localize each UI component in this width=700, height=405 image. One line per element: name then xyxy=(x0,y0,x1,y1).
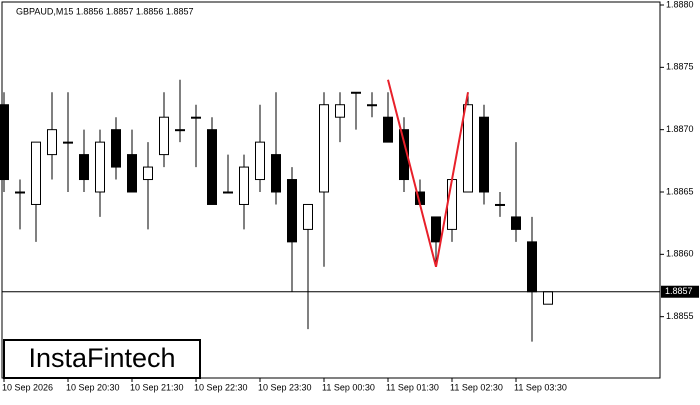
x-tick-label: 11 Sep 02:30 xyxy=(450,382,503,392)
x-tick-label: 10 Sep 20:30 xyxy=(66,382,120,392)
candle-body xyxy=(511,216,521,230)
candle-body xyxy=(175,129,185,132)
candle-body xyxy=(223,191,233,194)
chart-title: GBPAUD,M15 1.8856 1.8857 1.8856 1.8857 xyxy=(16,6,193,16)
candle-body xyxy=(143,166,153,181)
plot-frame xyxy=(1,1,661,379)
candle-body xyxy=(447,179,457,230)
candle-body xyxy=(63,141,73,144)
candle-body xyxy=(303,203,313,230)
candle-body xyxy=(95,141,105,193)
candle-body xyxy=(431,216,441,243)
candle-body xyxy=(351,91,361,94)
y-tick-label: 1.8870 xyxy=(666,124,694,134)
candle-body xyxy=(399,129,409,181)
x-tick-label: 10 Sep 23:30 xyxy=(258,382,312,392)
y-tick-label: 1.8880 xyxy=(666,0,694,9)
candle-body xyxy=(15,191,25,194)
logo-box xyxy=(3,339,201,379)
candle-body xyxy=(287,179,297,243)
candle-body xyxy=(319,104,329,193)
candle-body xyxy=(543,291,553,305)
candle-body xyxy=(335,104,345,118)
candle-body xyxy=(79,154,89,181)
current-price-label: 1.8857 xyxy=(665,286,693,296)
candle-body xyxy=(527,241,537,293)
candle-body xyxy=(495,203,505,206)
x-tick-label: 11 Sep 00:30 xyxy=(322,382,375,392)
x-tick-label: 10 Sep 2026 xyxy=(2,382,53,392)
y-tick-label: 1.8855 xyxy=(666,311,694,321)
candle-body xyxy=(383,116,393,143)
candle-body xyxy=(367,104,377,107)
y-tick-label: 1.8875 xyxy=(666,62,694,72)
candle-body xyxy=(47,129,57,156)
candle-body xyxy=(159,116,169,156)
candle-body xyxy=(463,104,473,193)
y-tick-label: 1.8865 xyxy=(666,186,694,196)
candle-body xyxy=(111,129,121,168)
candle-body xyxy=(239,166,249,205)
candle-body xyxy=(127,154,137,193)
y-tick-label: 1.8860 xyxy=(666,249,694,259)
x-tick-label: 11 Sep 03:30 xyxy=(514,382,567,392)
candle-body xyxy=(207,129,217,205)
logo-text: InstaFintech xyxy=(28,343,175,373)
pattern-line xyxy=(387,79,469,268)
candle-body xyxy=(255,141,265,181)
candle-body xyxy=(31,141,41,205)
candle-body xyxy=(191,116,201,119)
candle-body xyxy=(479,116,489,193)
x-tick-label: 11 Sep 01:30 xyxy=(386,382,439,392)
x-tick-label: 10 Sep 22:30 xyxy=(194,382,248,392)
x-tick-label: 10 Sep 21:30 xyxy=(130,382,184,392)
candle-body xyxy=(0,104,9,181)
current-price-box xyxy=(661,285,699,298)
candle-body xyxy=(271,154,281,193)
